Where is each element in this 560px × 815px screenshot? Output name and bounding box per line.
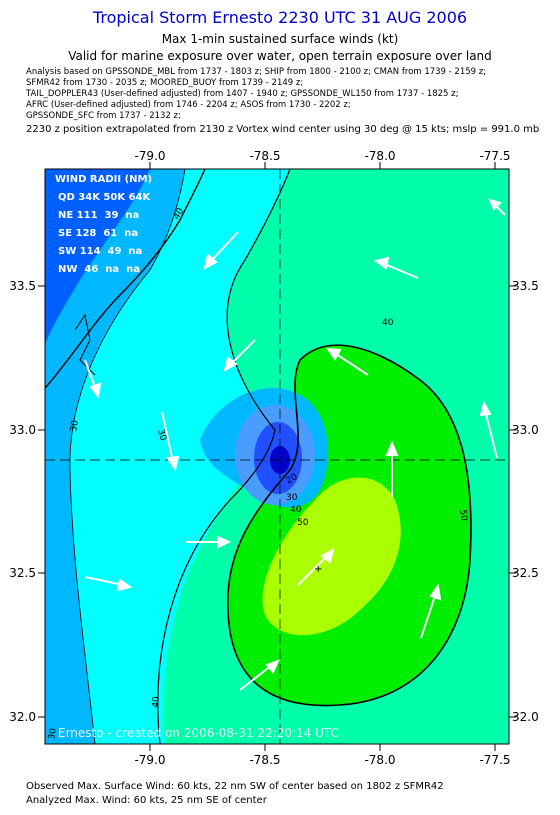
credit-text: Ernesto - created on 2006-08-31 22:20:14… (58, 726, 339, 740)
contour-labels: 40 40 30 30 40 50 50 20 30 40 30 (47, 206, 469, 740)
lat-label-left-2: 33.0 (9, 423, 36, 437)
wind-radii-row-nw: NW 46 na na (58, 264, 140, 275)
analysis-line-2: SFMR42 from 1730 - 2035 z; MOORED_BUOY f… (26, 78, 304, 88)
lon-label-top-2: -78.5 (249, 149, 280, 163)
lat-label-left-4: 32.0 (9, 710, 36, 724)
analysis-line-1: Analysis based on GPSSONDE_MBL from 1737… (26, 67, 487, 77)
extrapolation-note: 2230 z position extrapolated from 2130 z… (26, 124, 540, 135)
analysis-line-3: TAIL_DOPPLER43 (User-defined adjusted) f… (26, 89, 459, 99)
wind-vectors (84, 198, 506, 691)
contour-label-30c: 30 (286, 493, 298, 503)
contour-label-50a: 50 (297, 518, 309, 528)
map-title: Tropical Storm Ernesto 2230 UTC 31 AUG 2… (92, 8, 468, 27)
plot-frame (44, 168, 510, 745)
lat-label-left-1: 33.5 (9, 279, 36, 293)
lat-label-left-3: 32.5 (9, 566, 36, 580)
coastline-inlet (74, 313, 96, 376)
lat-label-right-1: 33.5 (512, 279, 539, 293)
contour-40-line (157, 169, 291, 744)
axis-labels: -79.0 -78.5 -78.0 -77.5 -79.0 -78.5 -78.… (9, 149, 538, 767)
analysis-line-4: AFRC (User-defined adjusted) from 1746 -… (26, 100, 351, 110)
contour-label-40c: 40 (151, 696, 162, 709)
contour-label-50b: 50 (457, 509, 469, 522)
exposure-note: Valid for marine exposure over water, op… (68, 49, 492, 63)
wind-field: 40 40 30 30 40 50 50 20 30 40 30 + WIND … (45, 169, 509, 744)
lat-label-right-2: 33.0 (512, 423, 539, 437)
lon-label-bottom-2: -78.5 (249, 753, 280, 767)
contour-label-30a: 30 (69, 419, 81, 432)
lat-label-right-3: 32.5 (512, 566, 539, 580)
lat-label-right-4: 32.0 (512, 710, 539, 724)
wind-radii-table: WIND RADII (NM) QD 34K 50K 64K NE 111 39… (55, 174, 152, 275)
wind-radii-row-se: SE 128 61 na (58, 228, 138, 239)
lon-label-bottom-1: -79.0 (134, 753, 165, 767)
max-wind-marker: + (314, 564, 322, 575)
wind-radii-title: WIND RADII (NM) (55, 174, 152, 185)
observed-max-wind: Observed Max. Surface Wind: 60 kts, 22 n… (26, 781, 444, 792)
lon-label-bottom-4: -77.5 (479, 753, 510, 767)
lon-label-top-1: -79.0 (134, 149, 165, 163)
contour-label-30b: 30 (155, 428, 168, 442)
contour-label-40d: 40 (290, 505, 302, 515)
coastline (45, 169, 206, 389)
wind-map: 40 40 30 30 40 50 50 20 30 40 30 + WIND … (9, 149, 538, 767)
contour-30-line (69, 169, 186, 744)
map-subtitle: Max 1-min sustained surface winds (kt) (161, 32, 399, 46)
analysis-line-5: GPSSONDE_SFC from 1737 - 2132 z; (26, 111, 181, 121)
wind-radii-header: QD 34K 50K 64K (58, 192, 151, 203)
wind-radii-row-sw: SW 114 49 na (58, 246, 142, 257)
lon-label-top-3: -78.0 (364, 149, 395, 163)
lon-label-top-4: -77.5 (479, 149, 510, 163)
wind-radii-row-ne: NE 111 39 na (58, 210, 139, 221)
contour-label-30d: 30 (47, 727, 59, 740)
contour-50-line (227, 344, 472, 707)
axis-ticks (38, 162, 516, 751)
lon-label-bottom-3: -78.0 (364, 753, 395, 767)
analyzed-max-wind: Analyzed Max. Wind: 60 kts, 25 nm SE of … (26, 795, 267, 806)
contour-label-40b: 40 (382, 318, 394, 328)
band-lt20-corner (45, 169, 150, 345)
